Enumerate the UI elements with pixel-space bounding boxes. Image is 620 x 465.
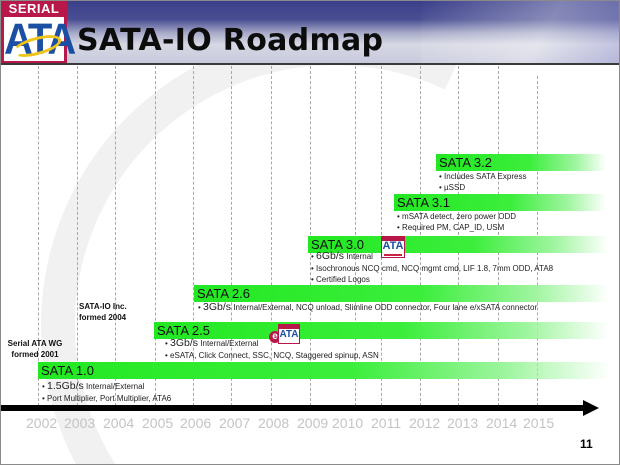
year-label: 2002 xyxy=(26,415,58,431)
year-label: 2015 xyxy=(523,415,555,431)
gridline-2006 xyxy=(193,66,194,411)
gridline-2008 xyxy=(271,66,272,411)
year-label: 2013 xyxy=(447,415,479,431)
release-name: SATA 2.5 xyxy=(157,323,210,338)
gridline-2007 xyxy=(231,66,232,411)
header-shine xyxy=(421,1,619,63)
release-name: SATA 3.0 xyxy=(311,237,364,252)
year-label: 2008 xyxy=(258,415,290,431)
release-bar-sata-3-2: SATA 3.2 xyxy=(436,154,606,171)
logo-ata-box: ATA xyxy=(4,14,76,64)
year-label: 2003 xyxy=(64,415,96,431)
year-label: 2014 xyxy=(486,415,518,431)
logo-serial-text: SERIAL xyxy=(8,1,60,16)
milestone-serial-ata-wg: Serial ATA WG formed 2001 xyxy=(7,339,63,359)
milestone-sata-io: SATA-IO Inc. formed 2004 xyxy=(79,302,127,322)
year-label: 2005 xyxy=(142,415,174,431)
gridline-2002 xyxy=(38,66,39,411)
release-name: SATA 2.6 xyxy=(197,286,250,301)
release-bullet: • Isochronous NCQ cmd, NCQ mgmt cmd, LIF… xyxy=(311,264,554,273)
release-speed: • 6Gb/s Internal xyxy=(311,250,373,262)
page-number: 11 xyxy=(580,437,593,451)
serial-ata-logo: SERIAL ATA xyxy=(1,1,76,64)
gridline-2005 xyxy=(155,66,156,411)
release-bullet: • mSATA detect, zero power ODD xyxy=(397,212,516,221)
release-speed: • 3Gb/s Internal/External xyxy=(165,337,259,349)
release-bar-sata-1-0: SATA 1.0 xyxy=(38,362,610,379)
year-label: 2012 xyxy=(409,415,441,431)
release-bar-sata-2-5: SATA 2.5 xyxy=(154,322,609,339)
release-name: SATA 3.2 xyxy=(439,155,492,170)
logo-ata-text: ATA xyxy=(4,14,76,64)
esata-badge-icon: ATA xyxy=(278,324,300,344)
year-label: 2010 xyxy=(332,415,364,431)
release-name: SATA 1.0 xyxy=(41,363,94,378)
release-bar-sata-3-1: SATA 3.1 xyxy=(394,194,606,211)
timeline-axis xyxy=(1,405,585,411)
serial-ata-badge-icon: ATA xyxy=(381,236,405,258)
release-bullet: • Certified Logos xyxy=(311,275,370,284)
year-label: 2009 xyxy=(297,415,329,431)
year-label: 2011 xyxy=(371,415,402,431)
year-label: 2007 xyxy=(219,415,251,431)
release-bullet: • Port Multiplier, Port Multiplier, ATA6 xyxy=(42,394,172,403)
gridline-2004 xyxy=(115,66,116,411)
timeline-arrow-icon xyxy=(583,400,599,416)
release-bullet: • Includes SATA Express xyxy=(439,172,527,181)
page-title: SATA-IO Roadmap xyxy=(77,23,384,58)
release-bullet: • Required PM, CAP_ID, USM xyxy=(397,223,505,232)
year-label: 2006 xyxy=(180,415,212,431)
release-speed: • 1.5Gb/s Internal/External xyxy=(42,380,145,392)
gridline-2003 xyxy=(77,66,78,411)
release-bar-sata-2-6: SATA 2.6 xyxy=(194,285,609,302)
year-label: 2004 xyxy=(103,415,135,431)
release-name: SATA 3.1 xyxy=(397,195,450,210)
release-speed: • 3Gb/s Internal/External, NCQ unload, S… xyxy=(198,301,538,313)
release-bullet: • µSSD xyxy=(439,183,466,192)
release-bullet: • eSATA, Click Connect, SSC, NCQ, Stagge… xyxy=(165,351,379,360)
slide-header xyxy=(1,1,619,65)
